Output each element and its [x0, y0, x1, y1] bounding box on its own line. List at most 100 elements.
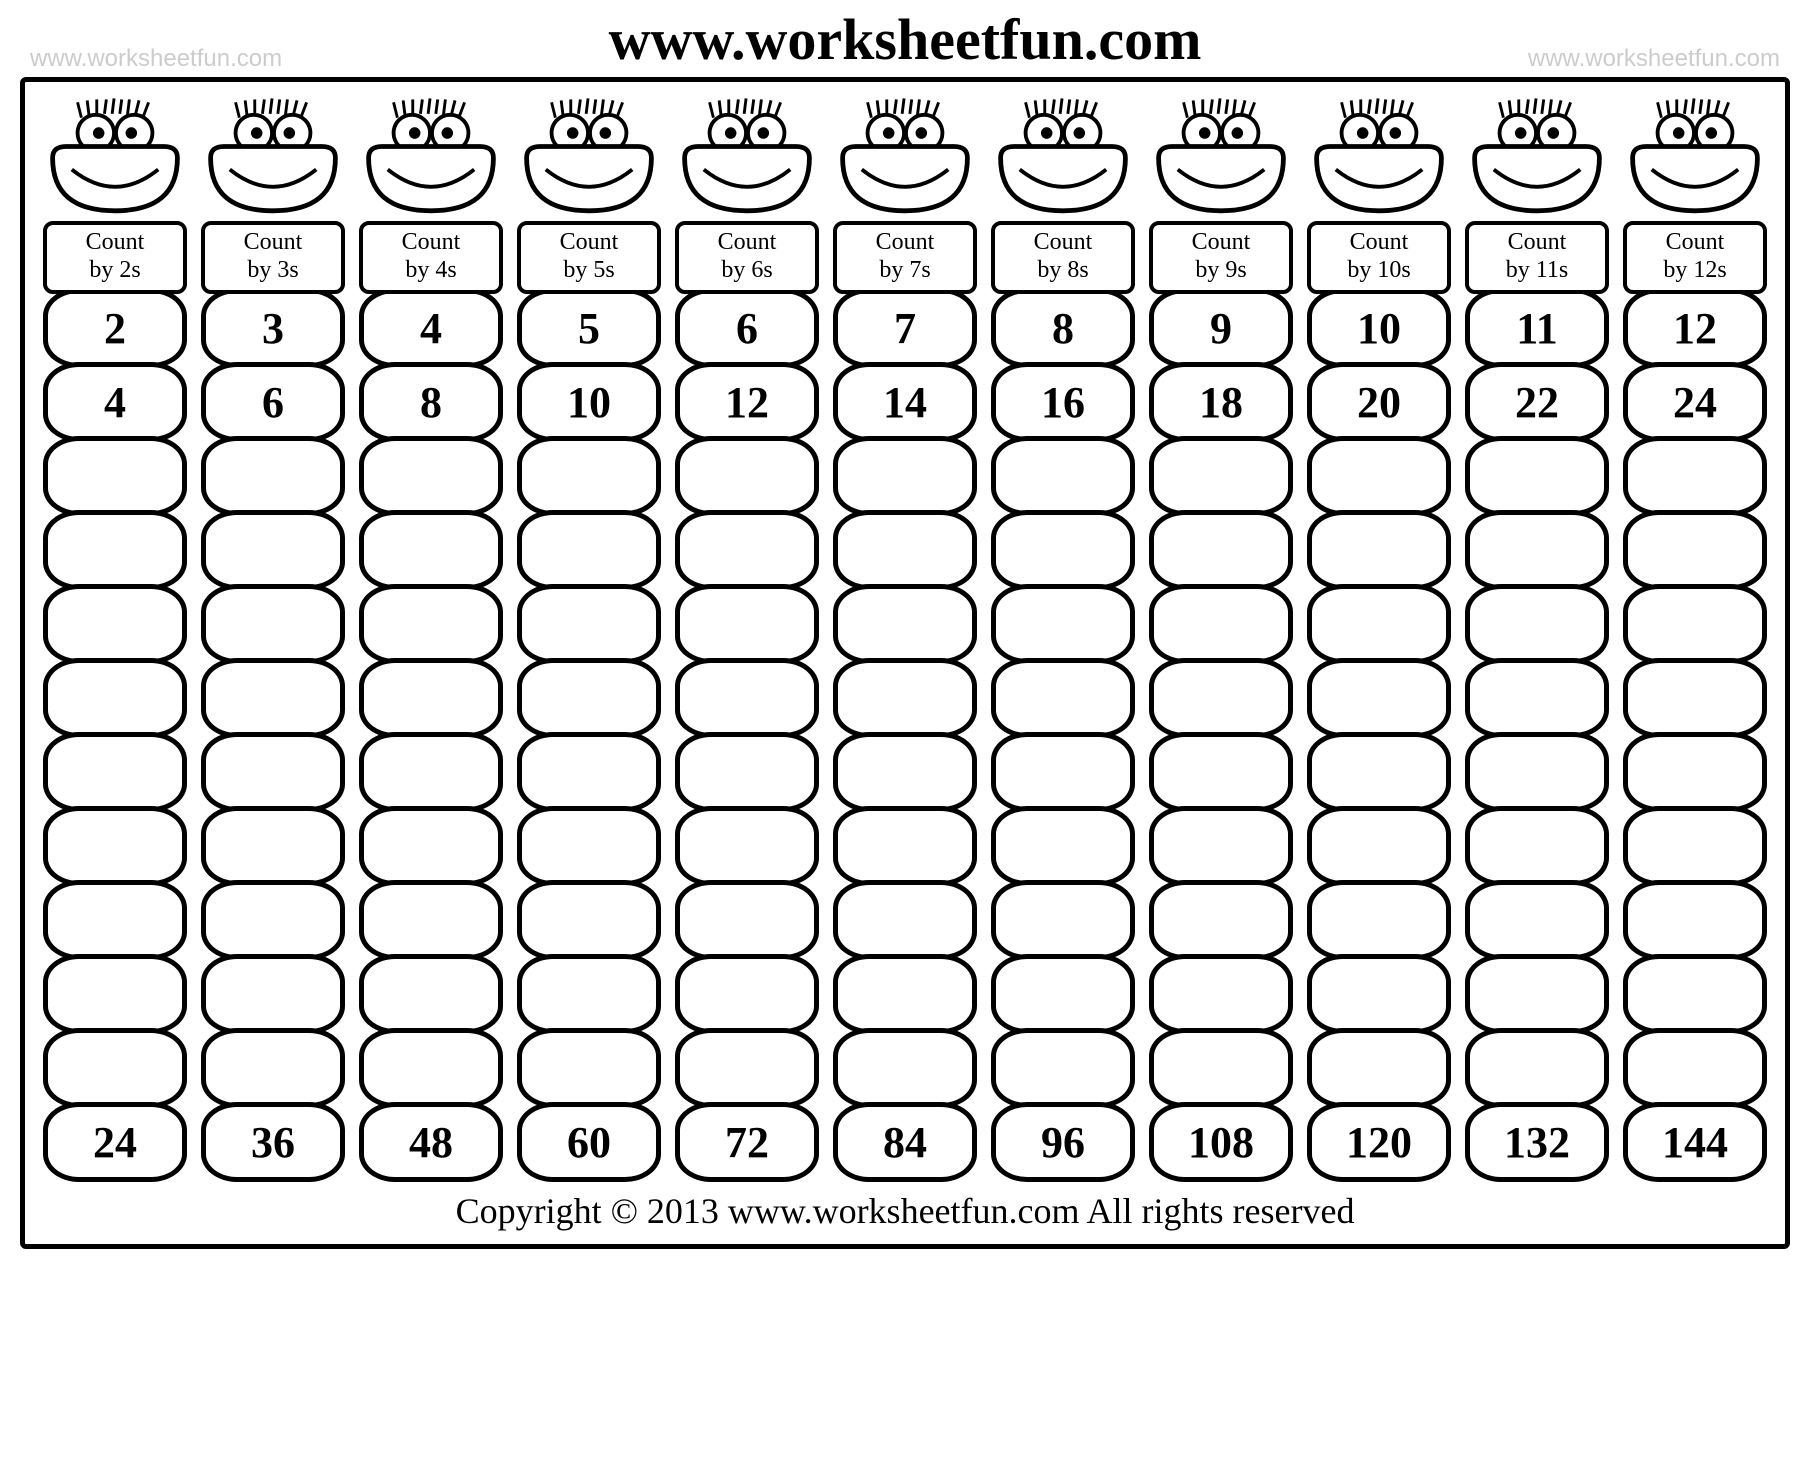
caterpillar-segment[interactable]: [1623, 510, 1767, 590]
caterpillar-segment[interactable]: [1465, 510, 1609, 590]
caterpillar-segment[interactable]: [359, 436, 503, 516]
caterpillar-segment[interactable]: [1149, 806, 1293, 886]
caterpillar-segment[interactable]: [1623, 954, 1767, 1034]
caterpillar-segment[interactable]: [833, 436, 977, 516]
caterpillar-segment[interactable]: [1465, 1028, 1609, 1108]
caterpillar-segment[interactable]: [359, 732, 503, 812]
caterpillar-segment[interactable]: [517, 954, 661, 1034]
caterpillar-segment[interactable]: [1307, 880, 1451, 960]
caterpillar-segment[interactable]: [1465, 880, 1609, 960]
caterpillar-segment[interactable]: [1465, 954, 1609, 1034]
caterpillar-segment[interactable]: [675, 732, 819, 812]
caterpillar-segment[interactable]: [1149, 436, 1293, 516]
caterpillar-segment[interactable]: [1307, 1028, 1451, 1108]
caterpillar-segment[interactable]: [43, 584, 187, 664]
caterpillar-segment[interactable]: [675, 584, 819, 664]
caterpillar-segment[interactable]: [675, 880, 819, 960]
caterpillar-segment[interactable]: [1149, 510, 1293, 590]
caterpillar-segment[interactable]: [517, 658, 661, 738]
caterpillar-segment[interactable]: [1465, 436, 1609, 516]
caterpillar-segment: 16: [991, 362, 1135, 442]
caterpillar-segment[interactable]: [833, 584, 977, 664]
caterpillar-segment[interactable]: [1149, 732, 1293, 812]
caterpillar-segment[interactable]: [675, 658, 819, 738]
caterpillar-segment[interactable]: [675, 510, 819, 590]
caterpillar-segment[interactable]: [991, 732, 1135, 812]
caterpillar-segment[interactable]: [517, 732, 661, 812]
caterpillar-segment[interactable]: [43, 806, 187, 886]
caterpillar-segment[interactable]: [201, 1028, 345, 1108]
caterpillar-segment[interactable]: [1149, 954, 1293, 1034]
caterpillar-segment[interactable]: [1307, 436, 1451, 516]
caterpillar-segment[interactable]: [1465, 584, 1609, 664]
caterpillar-segment[interactable]: [675, 806, 819, 886]
caterpillar-segment[interactable]: [1307, 954, 1451, 1034]
caterpillar-segment[interactable]: [1623, 436, 1767, 516]
caterpillar-segment[interactable]: [991, 658, 1135, 738]
caterpillar-segment[interactable]: [833, 732, 977, 812]
caterpillar-segment[interactable]: [1465, 658, 1609, 738]
caterpillar-segment[interactable]: [833, 1028, 977, 1108]
caterpillar-segment[interactable]: [991, 510, 1135, 590]
caterpillar-segment[interactable]: [1149, 584, 1293, 664]
caterpillar-segment[interactable]: [359, 510, 503, 590]
caterpillar-segment[interactable]: [991, 1028, 1135, 1108]
caterpillar-segment[interactable]: [43, 732, 187, 812]
caterpillar-segment[interactable]: [43, 880, 187, 960]
caterpillar-segment[interactable]: [201, 806, 345, 886]
caterpillar-segment[interactable]: [1149, 1028, 1293, 1108]
caterpillar-segment[interactable]: [359, 658, 503, 738]
caterpillar-segment[interactable]: [517, 584, 661, 664]
caterpillar-segment[interactable]: [991, 436, 1135, 516]
caterpillar-segment[interactable]: [833, 954, 977, 1034]
caterpillar-segment[interactable]: [201, 658, 345, 738]
caterpillar-segment[interactable]: [43, 954, 187, 1034]
caterpillar-segment[interactable]: [201, 436, 345, 516]
caterpillar-segment[interactable]: [991, 954, 1135, 1034]
caterpillar-segment[interactable]: [1149, 658, 1293, 738]
caterpillar-segment[interactable]: [1307, 510, 1451, 590]
caterpillar-segment[interactable]: [1623, 732, 1767, 812]
caterpillar-segment[interactable]: [359, 584, 503, 664]
caterpillar-segment[interactable]: [359, 954, 503, 1034]
caterpillar-segment[interactable]: [359, 806, 503, 886]
caterpillar-segment[interactable]: [1623, 1028, 1767, 1108]
caterpillar-segment[interactable]: [1465, 806, 1609, 886]
caterpillar-segment[interactable]: [833, 510, 977, 590]
caterpillar-segment[interactable]: [833, 880, 977, 960]
caterpillar-segment[interactable]: [43, 1028, 187, 1108]
caterpillar-segment[interactable]: [359, 880, 503, 960]
caterpillar-segment[interactable]: [43, 436, 187, 516]
caterpillar-segment[interactable]: [43, 510, 187, 590]
caterpillar-segment[interactable]: [517, 880, 661, 960]
caterpillar-segment[interactable]: [43, 658, 187, 738]
caterpillar-segment[interactable]: [1307, 806, 1451, 886]
caterpillar-segment[interactable]: [359, 1028, 503, 1108]
caterpillar-segment[interactable]: [1623, 806, 1767, 886]
caterpillar-segment[interactable]: [991, 806, 1135, 886]
caterpillar-segment[interactable]: [201, 584, 345, 664]
caterpillar-segment[interactable]: [1149, 880, 1293, 960]
caterpillar-segment[interactable]: [833, 806, 977, 886]
caterpillar-segment[interactable]: [675, 436, 819, 516]
caterpillar-segment[interactable]: [991, 584, 1135, 664]
caterpillar-segment[interactable]: [201, 954, 345, 1034]
caterpillar-segment[interactable]: [1623, 658, 1767, 738]
caterpillar-segment[interactable]: [201, 732, 345, 812]
caterpillar-segment[interactable]: [1623, 584, 1767, 664]
caterpillar-segment[interactable]: [517, 510, 661, 590]
caterpillar-segment[interactable]: [675, 954, 819, 1034]
caterpillar-segment[interactable]: [1623, 880, 1767, 960]
caterpillar-segment[interactable]: [675, 1028, 819, 1108]
caterpillar-segment[interactable]: [517, 436, 661, 516]
caterpillar-segment[interactable]: [1307, 584, 1451, 664]
caterpillar-segment[interactable]: [201, 510, 345, 590]
caterpillar-segment[interactable]: [1307, 732, 1451, 812]
caterpillar-segment[interactable]: [1307, 658, 1451, 738]
caterpillar-segment[interactable]: [833, 658, 977, 738]
caterpillar-segment[interactable]: [991, 880, 1135, 960]
caterpillar-segment[interactable]: [201, 880, 345, 960]
caterpillar-segment[interactable]: [1465, 732, 1609, 812]
caterpillar-segment[interactable]: [517, 806, 661, 886]
caterpillar-segment[interactable]: [517, 1028, 661, 1108]
